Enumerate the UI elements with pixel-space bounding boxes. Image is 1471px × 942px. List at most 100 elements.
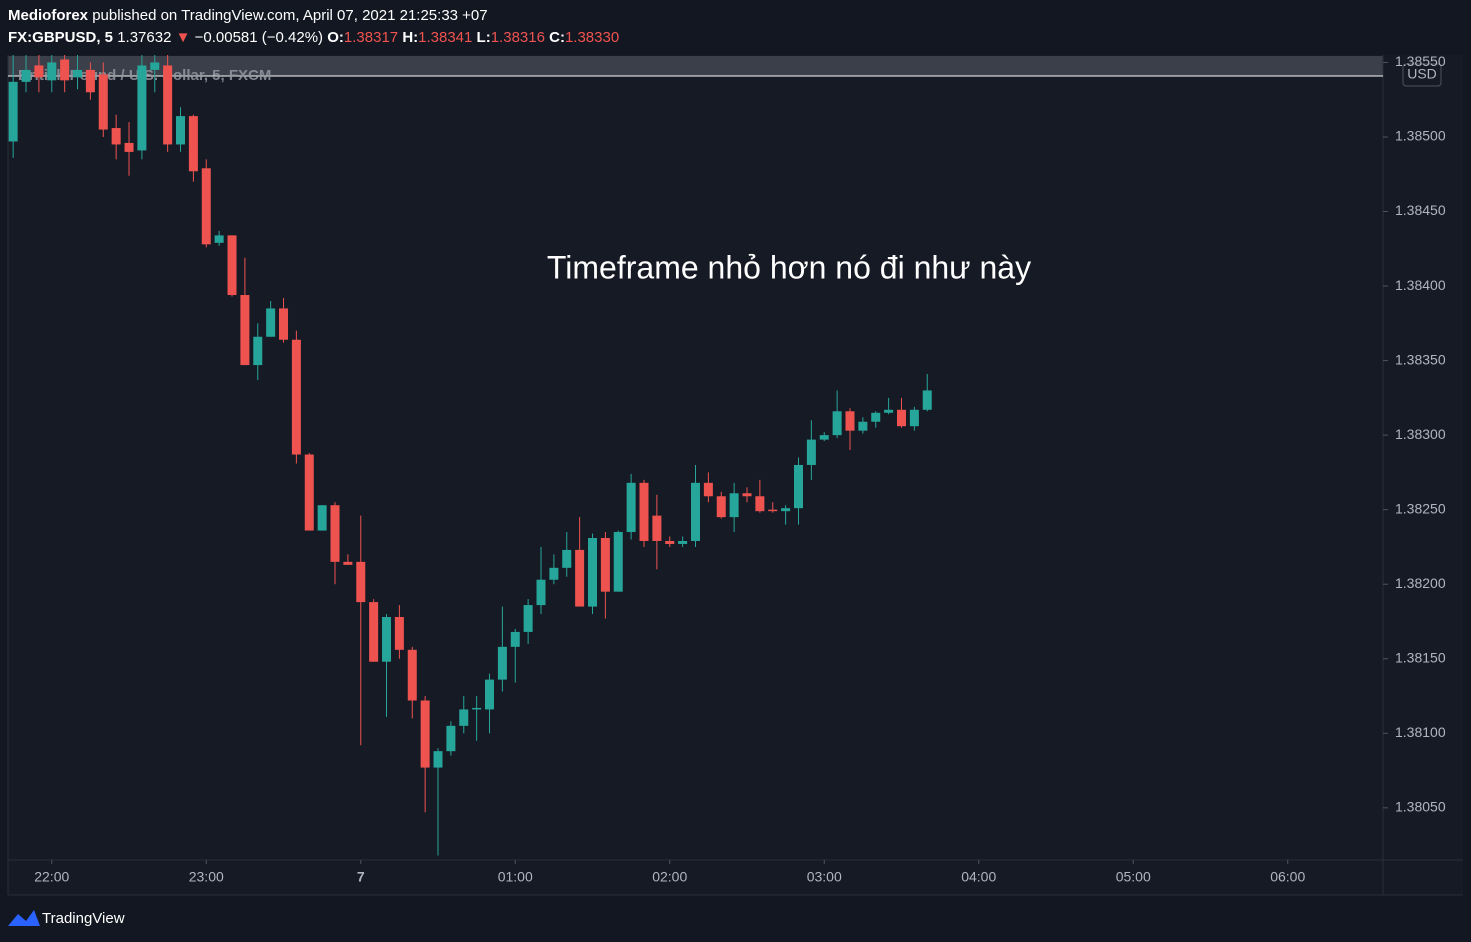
candle-body <box>729 493 739 518</box>
y-tick-label: 1.38300 <box>1395 426 1446 442</box>
candle-body <box>742 493 752 497</box>
ohlc-label: C: <box>549 29 565 46</box>
plot-background <box>8 55 1463 895</box>
candle-body <box>407 649 417 701</box>
brand: TradingView <box>42 910 125 927</box>
candle-body <box>832 411 842 436</box>
candle-body <box>600 538 610 592</box>
candle-body <box>304 454 314 531</box>
candle-body <box>691 482 700 541</box>
candle-body <box>884 409 894 413</box>
candle-body <box>356 561 366 603</box>
publisher: Medioforex <box>8 7 89 24</box>
logo <box>8 910 40 926</box>
candle-body <box>588 538 598 607</box>
published: published on TradingView.com, April 07, … <box>92 7 487 24</box>
candle-body <box>459 709 469 726</box>
symbol: FX:GBPUSD, 5 <box>8 29 113 46</box>
candle-body <box>60 59 70 81</box>
candle-body <box>536 579 546 606</box>
y-tick-label: 1.38150 <box>1395 649 1446 665</box>
logo-icon <box>8 910 40 926</box>
candle-body <box>330 505 340 562</box>
x-tick-label: 7 <box>357 869 365 885</box>
candle-body <box>111 128 121 145</box>
candle-body <box>163 65 173 145</box>
candle-body <box>781 508 791 512</box>
candle-body <box>819 435 829 440</box>
candle-body <box>845 411 855 431</box>
candle-body <box>755 496 765 512</box>
y-tick-label: 1.38450 <box>1395 202 1446 218</box>
candle-body <box>369 602 379 662</box>
candle-body <box>73 69 83 78</box>
candle-body <box>253 336 263 366</box>
y-tick-label: 1.38350 <box>1395 351 1446 367</box>
candle-body <box>176 116 186 145</box>
x-tick-label: 02:00 <box>652 869 687 885</box>
candle-body <box>665 540 675 544</box>
x-tick-label: 22:00 <box>34 869 69 885</box>
y-tick-label: 1.38500 <box>1395 128 1446 144</box>
x-tick-label: 05:00 <box>1116 869 1151 885</box>
candle-body <box>575 549 585 607</box>
candle-body <box>291 339 301 455</box>
candle-body <box>382 617 392 662</box>
candle-body <box>124 142 134 152</box>
candle-body <box>188 116 198 172</box>
ohlc-value: 1.38317 <box>344 29 398 46</box>
candle-body <box>266 308 276 337</box>
candle-body <box>201 168 211 245</box>
candle-body <box>98 74 108 130</box>
candle-body <box>613 532 623 592</box>
y-tick-label: 1.38250 <box>1395 500 1446 516</box>
currency-box <box>1402 63 1442 87</box>
change-arrow: ▼ <box>176 29 191 46</box>
candles <box>8 55 932 856</box>
x-tick-label: 03:00 <box>807 869 842 885</box>
candle-body <box>497 646 507 680</box>
candle-body <box>433 751 443 768</box>
candle-body <box>214 235 224 243</box>
ohlc-label: L: <box>477 29 491 46</box>
ohlc-label: O: <box>327 29 344 46</box>
candle-body <box>420 700 430 768</box>
candle-body <box>394 617 404 650</box>
x-tick-label: 23:00 <box>189 869 224 885</box>
candle-body <box>446 725 456 752</box>
candle-body <box>240 295 250 366</box>
candle-body <box>150 62 160 70</box>
y-tick-label: 1.38550 <box>1395 53 1446 69</box>
last-price: 1.37632 <box>117 29 171 46</box>
candle-body <box>137 65 147 151</box>
annotation: Timeframe nhỏ hơn nó đi như này <box>547 249 1031 285</box>
candle-body <box>317 505 327 531</box>
candle-body <box>909 409 919 427</box>
candle-body <box>806 439 816 465</box>
candle-body <box>472 707 482 710</box>
candle-body <box>8 81 18 142</box>
candle-body <box>485 679 495 710</box>
candle-body <box>279 308 289 340</box>
ohlc-value: 1.38316 <box>491 29 545 46</box>
candle-body <box>34 65 44 78</box>
header-line-2: FX:GBPUSD, 5 1.37632 ▼ −0.00581 (−0.42%)… <box>8 29 619 46</box>
candle-body <box>858 421 868 431</box>
candle-body <box>639 482 649 541</box>
candle-body <box>896 409 906 427</box>
change: −0.00581 (−0.42%) <box>195 29 323 46</box>
candle-body <box>652 515 662 541</box>
candle-body <box>871 412 881 422</box>
currency: USD <box>1407 66 1437 82</box>
candle-body <box>47 62 57 81</box>
candle-body <box>523 605 533 632</box>
y-tick-label: 1.38100 <box>1395 724 1446 740</box>
candle-body <box>922 390 932 410</box>
x-tick-label: 04:00 <box>961 869 996 885</box>
top-band <box>8 56 1383 76</box>
candle-body <box>21 69 31 82</box>
y-tick-label: 1.38200 <box>1395 575 1446 591</box>
x-tick-label: 01:00 <box>498 869 533 885</box>
ohlc-label: H: <box>402 29 418 46</box>
